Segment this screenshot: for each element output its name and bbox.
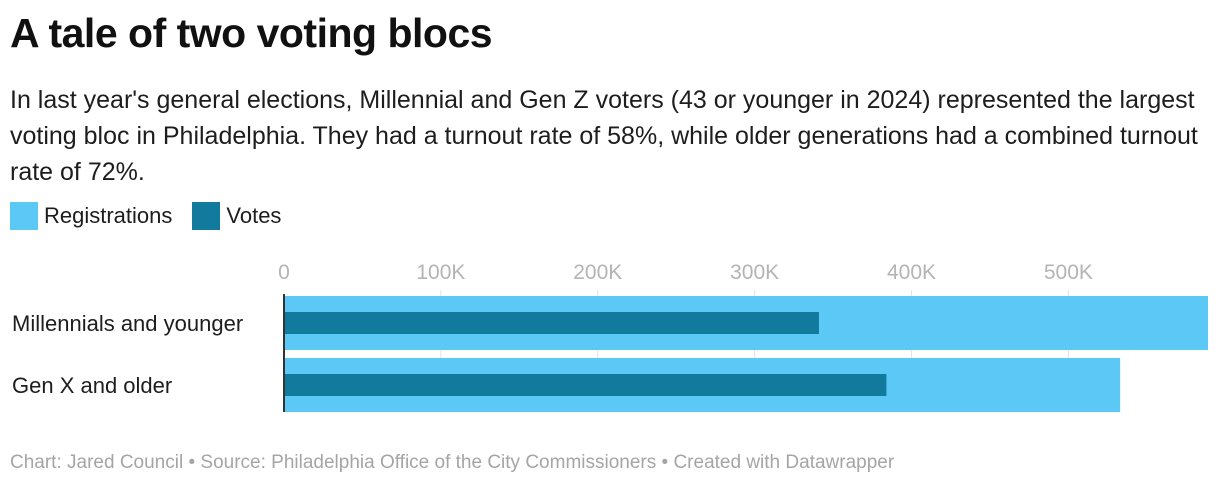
category-label-millennials-and-younger: Millennials and younger (12, 311, 243, 336)
legend: Registrations Votes (10, 202, 301, 230)
chart-subtitle: In last year's general elections, Millen… (10, 86, 1198, 186)
chart-footer: Chart: Jared Council • Source: Philadelp… (10, 452, 895, 473)
x-tick-label-0: 0 (278, 261, 290, 284)
legend-label-registrations: Registrations (44, 203, 173, 228)
x-tick-label-400k: 400K (887, 261, 936, 284)
category-label-gen-x-and-older: Gen X and older (12, 373, 172, 398)
x-tick-label-200k: 200K (573, 261, 622, 284)
legend-swatch-registrations (10, 202, 38, 230)
legend-item-votes: Votes (192, 202, 281, 230)
legend-item-registrations: Registrations (10, 202, 172, 230)
chart-title: A tale of two voting blocs (10, 10, 493, 56)
legend-swatch-votes (192, 202, 221, 230)
x-tick-label-100k: 100K (416, 261, 465, 284)
bar-votes-gen-x-and-older (284, 374, 887, 396)
legend-label-votes: Votes (226, 203, 282, 228)
bar-votes-millennials-and-younger (284, 312, 819, 334)
x-tick-label-300k: 300K (730, 261, 779, 284)
x-tick-label-500k: 500K (1044, 261, 1093, 284)
